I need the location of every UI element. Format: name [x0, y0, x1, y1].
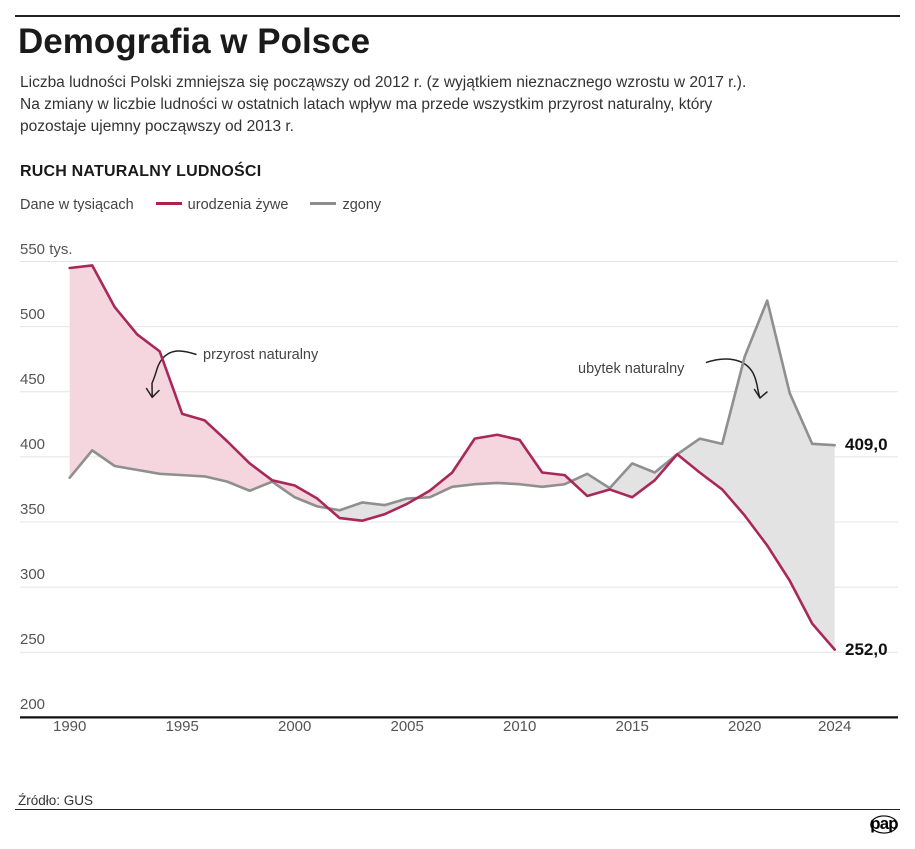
svg-text:pap: pap — [870, 814, 898, 833]
